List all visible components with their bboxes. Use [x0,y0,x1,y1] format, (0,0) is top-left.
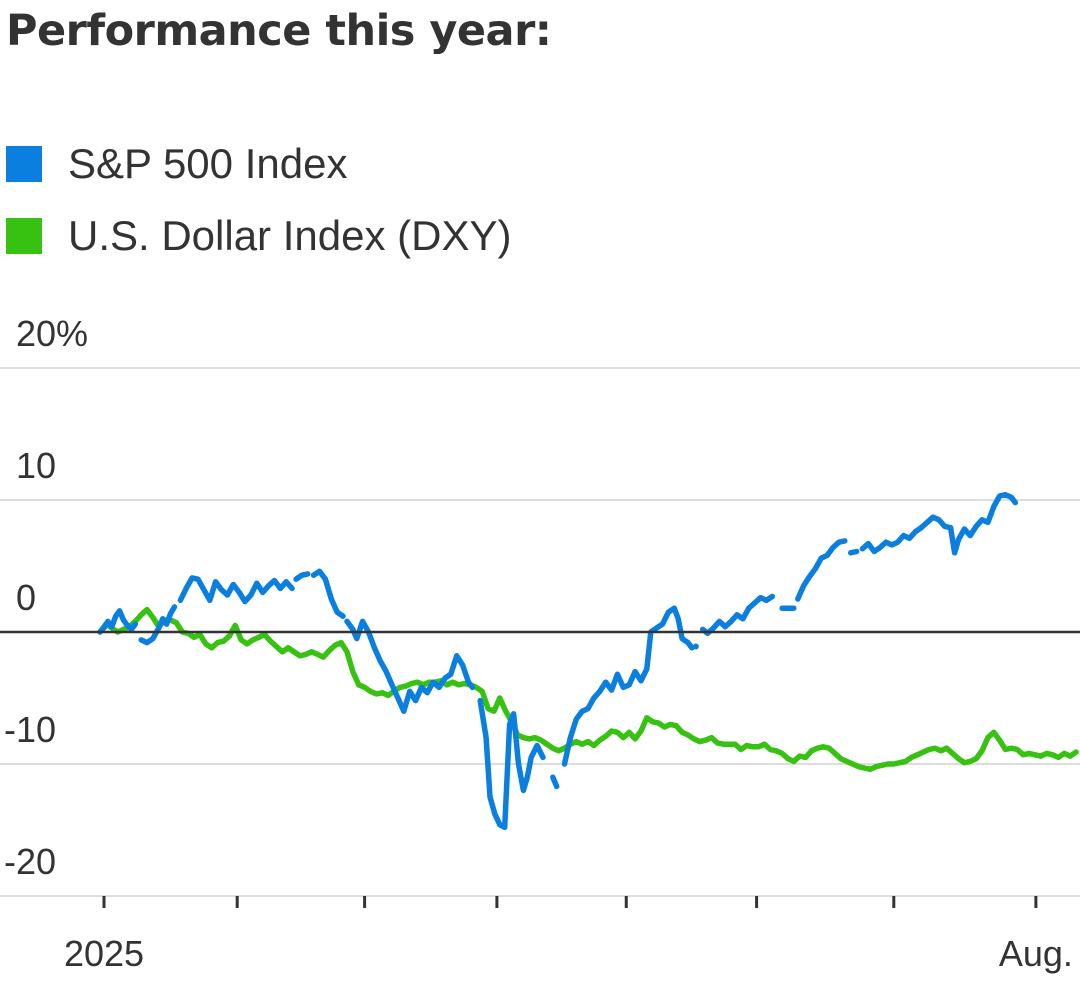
x-tick-label-1: Aug. [999,933,1073,974]
y-tick-label-3: -10 [4,709,56,750]
legend-swatch-dxy [6,218,42,254]
y-tick-label-0: 20% [16,313,88,354]
y-tick-label-1: 10 [16,445,56,486]
legend-label-dxy: U.S. Dollar Index (DXY) [68,212,512,259]
legend-label-sp500: S&P 500 Index [68,140,348,187]
series-0-segment-9 [692,643,699,650]
series-0-segment-3 [293,571,311,582]
series-0-segment-7 [550,774,560,790]
y-tick-label-2: 0 [16,577,36,618]
series-0-segment-12 [795,538,848,602]
legend-item-dxy: U.S. Dollar Index (DXY) [6,200,511,272]
series-0-segment-5 [344,618,476,714]
legend-swatch-sp500 [6,146,42,182]
series-0-segment-14 [859,491,1019,556]
legend: S&P 500 Index U.S. Dollar Index (DXY) [6,128,511,272]
series-0-segment-13 [847,548,860,556]
series-0-segment-2 [177,575,295,605]
series-0-segment-4 [310,568,346,619]
legend-item-sp500: S&P 500 Index [6,128,511,200]
series-0-segment-6 [477,697,546,831]
series-0-segment-1 [138,604,178,646]
series-1-segment-0 [97,606,1079,773]
chart-title: Performance this year: [6,6,552,56]
y-tick-label-4: -20 [4,841,56,882]
series-0-segment-10 [699,593,776,637]
x-tick-label-0: 2025 [64,933,144,974]
series-0-segment-8 [561,605,695,767]
series-0-segment-0 [97,608,139,635]
